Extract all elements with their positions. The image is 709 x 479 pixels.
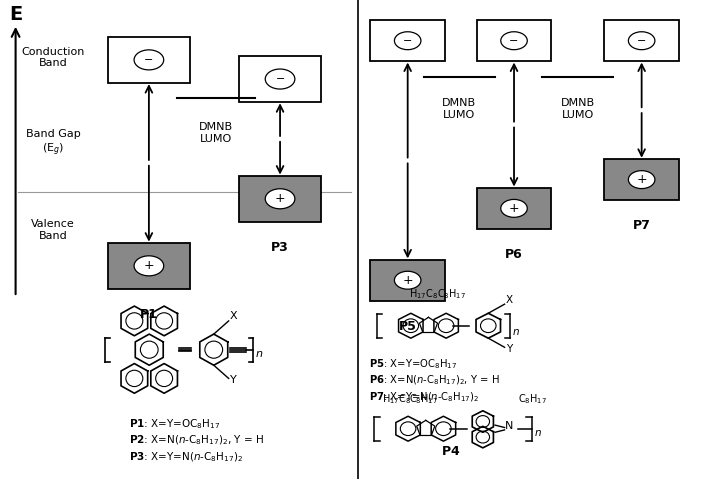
Text: N: N	[505, 421, 513, 431]
Text: Band Gap
(E$_g$): Band Gap (E$_g$)	[26, 129, 81, 158]
Text: H$_{17}$C$_8$: H$_{17}$C$_8$	[382, 392, 411, 406]
Circle shape	[628, 171, 655, 189]
Text: +: +	[637, 173, 647, 186]
Bar	[240, 176, 320, 222]
Circle shape	[134, 50, 164, 70]
Text: $\mathbf{P1}$: X=Y=OC$_8$H$_{17}$: $\mathbf{P1}$: X=Y=OC$_8$H$_{17}$	[129, 417, 220, 431]
Bar	[370, 260, 445, 301]
Circle shape	[265, 189, 295, 209]
Text: C$_8$H$_{17}$: C$_8$H$_{17}$	[410, 392, 439, 406]
Text: $\mathbf{P5}$: X=Y=OC$_8$H$_{17}$: $\mathbf{P5}$: X=Y=OC$_8$H$_{17}$	[369, 357, 457, 371]
Text: P1: P1	[140, 308, 158, 321]
Bar	[108, 243, 190, 288]
Text: −: −	[637, 36, 647, 46]
Bar	[240, 57, 320, 102]
Bar	[108, 37, 190, 83]
Circle shape	[501, 32, 527, 50]
Circle shape	[394, 32, 421, 50]
Text: P7: P7	[632, 219, 651, 232]
Text: X: X	[230, 310, 238, 320]
Circle shape	[134, 256, 164, 276]
Text: $\mathbf{P6}$: X=N($n$-C$_8$H$_{17}$)$_2$, Y = H: $\mathbf{P6}$: X=N($n$-C$_8$H$_{17}$)$_2…	[369, 374, 499, 387]
Circle shape	[628, 32, 655, 50]
Text: $\mathbf{P7}$: X=Y=N($n$-C$_8$H$_{17}$)$_2$: $\mathbf{P7}$: X=Y=N($n$-C$_8$H$_{17}$)$…	[369, 390, 479, 404]
Text: H$_{17}$C$_8$: H$_{17}$C$_8$	[410, 287, 439, 301]
Text: +: +	[275, 192, 285, 205]
Text: n: n	[535, 428, 541, 438]
Text: P6: P6	[505, 248, 523, 261]
Bar	[476, 21, 551, 61]
Bar	[604, 21, 679, 61]
Text: P3: P3	[271, 241, 289, 254]
Bar	[476, 188, 551, 229]
Text: DMNB
LUMO: DMNB LUMO	[442, 98, 476, 120]
Text: Y: Y	[230, 375, 237, 385]
Text: C$_8$H$_{17}$: C$_8$H$_{17}$	[437, 287, 466, 301]
Text: $\mathbf{P3}$: X=Y=N($n$-C$_8$H$_{17}$)$_2$: $\mathbf{P3}$: X=Y=N($n$-C$_8$H$_{17}$)$…	[129, 450, 244, 464]
Text: $\mathbf{P2}$: X=N($n$-C$_8$H$_{17}$)$_2$, Y = H: $\mathbf{P2}$: X=N($n$-C$_8$H$_{17}$)$_2…	[129, 433, 264, 447]
Text: DMNB
LUMO: DMNB LUMO	[561, 98, 595, 120]
Circle shape	[394, 271, 421, 289]
Text: n: n	[513, 327, 520, 337]
Text: C$_8$H$_{17}$: C$_8$H$_{17}$	[518, 392, 547, 406]
Text: Valence
Band: Valence Band	[31, 219, 75, 241]
Text: −: −	[403, 36, 413, 46]
Text: −: −	[275, 74, 285, 84]
Text: +: +	[403, 274, 413, 287]
Text: +: +	[509, 202, 519, 215]
Text: X: X	[506, 295, 513, 305]
Text: Y: Y	[506, 344, 512, 354]
Circle shape	[265, 69, 295, 89]
Text: E: E	[9, 5, 22, 24]
Text: +: +	[144, 259, 154, 273]
Text: P5: P5	[398, 320, 417, 333]
Bar	[370, 21, 445, 61]
Text: DMNB
LUMO: DMNB LUMO	[199, 122, 233, 144]
Text: −: −	[509, 36, 519, 46]
Bar	[604, 160, 679, 200]
Text: −: −	[144, 55, 154, 65]
Text: n: n	[256, 349, 263, 359]
Text: Conduction
Band: Conduction Band	[21, 46, 85, 68]
Circle shape	[501, 199, 527, 217]
Text: $\mathbf{P4}$: $\mathbf{P4}$	[440, 445, 460, 458]
